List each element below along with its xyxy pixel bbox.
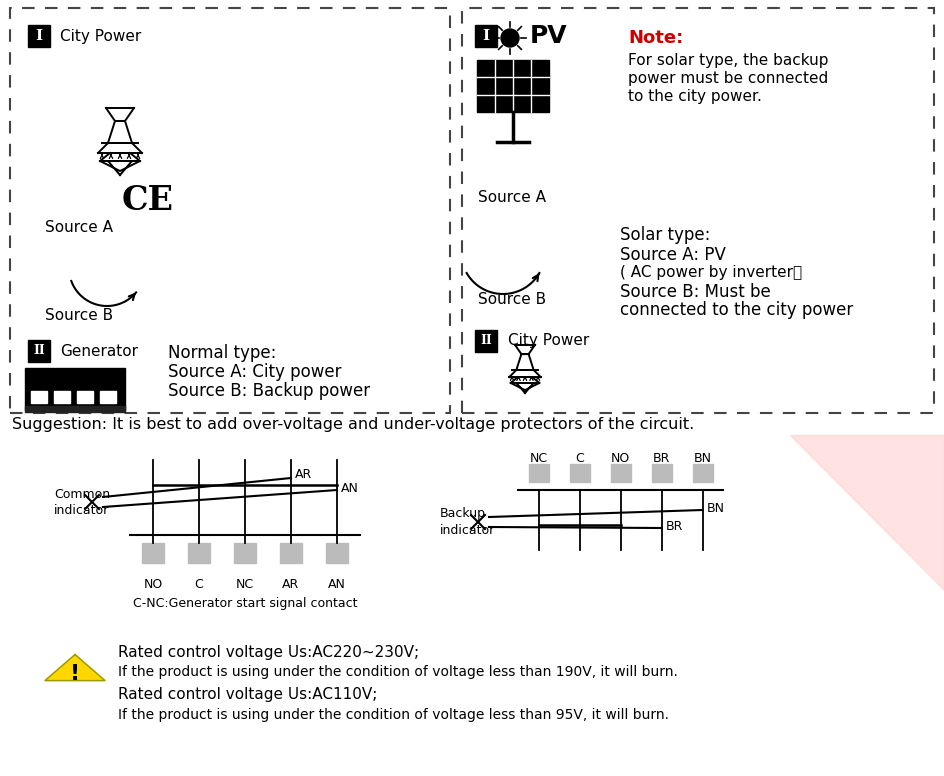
Text: Rated control voltage Us:AC220~230V;: Rated control voltage Us:AC220~230V; (118, 645, 419, 660)
Text: II: II (480, 334, 492, 348)
Text: Generator: Generator (60, 344, 138, 359)
Text: connected to the city power: connected to the city power (620, 301, 853, 319)
Text: NO: NO (143, 578, 162, 591)
Text: City Power: City Power (508, 334, 589, 348)
Text: C: C (194, 578, 203, 591)
Text: I: I (482, 29, 490, 43)
Text: Source B: Source B (478, 293, 547, 307)
Text: If the product is using under the condition of voltage less than 190V, it will b: If the product is using under the condit… (118, 665, 678, 679)
Bar (28, 25, 50, 47)
Text: Source B: Must be: Source B: Must be (620, 283, 770, 301)
Bar (188, 543, 210, 563)
Text: Backup: Backup (440, 508, 486, 521)
Bar (10, 8, 450, 413)
Text: NO: NO (611, 452, 631, 465)
Text: Common: Common (54, 487, 110, 501)
Text: Source A: Source A (45, 220, 113, 235)
Bar (54, 391, 70, 403)
Text: Source A: Source A (478, 190, 546, 206)
Bar (569, 464, 589, 482)
Bar (77, 391, 93, 403)
Text: indicator: indicator (440, 524, 496, 536)
Bar (475, 25, 497, 47)
Text: Note:: Note: (628, 29, 683, 47)
Bar (651, 464, 671, 482)
Bar (462, 8, 934, 413)
Bar (693, 464, 713, 482)
Bar (280, 543, 302, 563)
Text: Source B: Source B (45, 307, 113, 323)
Bar (25, 406, 125, 412)
Polygon shape (45, 655, 105, 681)
Text: CE: CE (122, 183, 174, 217)
Text: Normal type:: Normal type: (168, 344, 277, 362)
Text: AR: AR (282, 578, 299, 591)
Text: to the city power.: to the city power. (628, 88, 762, 103)
Bar (326, 543, 348, 563)
Text: Source A: City power: Source A: City power (168, 363, 342, 381)
Text: power must be connected: power must be connected (628, 71, 828, 85)
Text: AN: AN (341, 481, 359, 494)
Bar (100, 391, 116, 403)
Text: BN: BN (706, 501, 724, 514)
Text: II: II (33, 345, 45, 358)
Text: I: I (36, 29, 42, 43)
Bar (130, 460, 360, 575)
Bar (25, 368, 125, 410)
Text: Source A: PV: Source A: PV (620, 246, 726, 264)
Text: AN: AN (329, 578, 346, 591)
Text: C-NC:Generator start signal contact: C-NC:Generator start signal contact (133, 597, 357, 609)
Bar (477, 60, 549, 112)
Bar (611, 464, 631, 482)
Text: If the product is using under the condition of voltage less than 95V, it will bu: If the product is using under the condit… (118, 708, 669, 722)
Text: indicator: indicator (54, 504, 110, 517)
Circle shape (501, 29, 519, 47)
Text: Suggestion: It is best to add over-voltage and under-voltage protectors of the c: Suggestion: It is best to add over-volta… (12, 417, 694, 432)
Text: For solar type, the backup: For solar type, the backup (628, 53, 829, 68)
Text: C: C (575, 452, 584, 465)
Polygon shape (790, 435, 944, 590)
Bar (518, 450, 723, 555)
Text: Rated control voltage Us:AC110V;: Rated control voltage Us:AC110V; (118, 688, 378, 702)
Text: BR: BR (653, 452, 670, 465)
Text: NC: NC (236, 578, 254, 591)
Text: BN: BN (694, 452, 712, 465)
Text: ( AC power by inverter）: ( AC power by inverter） (620, 265, 802, 279)
Text: Solar type:: Solar type: (620, 226, 711, 244)
Text: BR: BR (666, 521, 683, 534)
Text: PV: PV (530, 24, 567, 48)
Text: Source B: Backup power: Source B: Backup power (168, 382, 370, 400)
Bar (31, 391, 47, 403)
Bar (529, 464, 548, 482)
Text: NC: NC (530, 452, 548, 465)
Text: City Power: City Power (60, 29, 142, 43)
Text: !: ! (70, 664, 80, 684)
Bar (475, 330, 497, 352)
Bar (28, 340, 50, 362)
Text: AR: AR (295, 469, 312, 481)
Bar (234, 543, 256, 563)
Bar (142, 543, 164, 563)
